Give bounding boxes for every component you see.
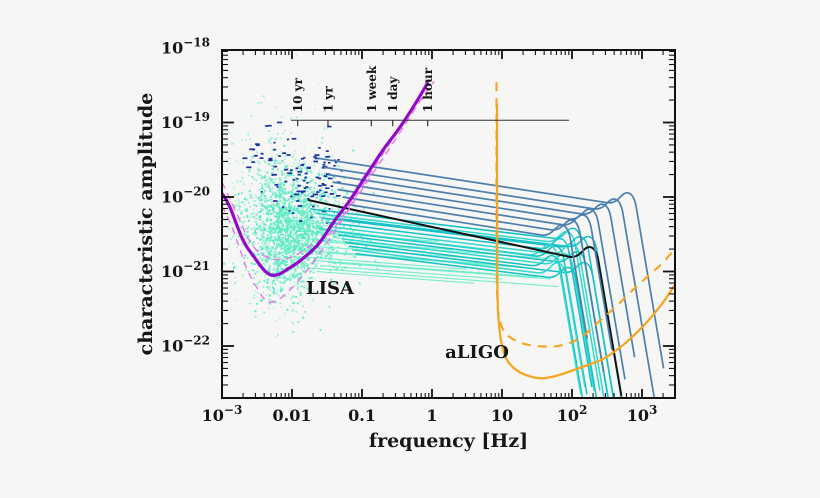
x-tick-label: 0.1 — [348, 406, 376, 425]
x-tick-label: 10 — [491, 406, 513, 425]
x-axis-title: frequency [Hz] — [369, 430, 528, 452]
inspiral-track-teal — [338, 217, 623, 398]
mint-streak — [312, 259, 538, 278]
aligo-label: aLIGO — [445, 342, 509, 363]
inspiral-track-teal — [352, 249, 586, 388]
inspiral-track-teal — [355, 252, 598, 398]
time-axis-label: 1 hour — [421, 67, 435, 112]
mint-streak — [291, 229, 440, 243]
time-axis-label: 1 week — [365, 65, 379, 112]
scatter-cloud-navy — [242, 121, 297, 176]
inspiral-track-teal — [315, 212, 601, 391]
inspiral-track-teal — [341, 237, 595, 391]
inspiral-track-blue — [328, 173, 636, 358]
time-axis-label: 1 day — [386, 76, 400, 113]
plot-area — [223, 54, 675, 398]
mint-streak — [309, 250, 517, 267]
x-tick-label: 0.01 — [273, 406, 312, 425]
inspiral-track-blue — [347, 203, 589, 339]
plot-frame — [221, 49, 676, 399]
mint-streak — [319, 264, 503, 280]
lisa-solid-curve — [223, 81, 430, 277]
y-axis-title: characteristic amplitude — [135, 93, 157, 356]
mint-streak — [330, 262, 552, 280]
lisa-dashed-curve-lower — [223, 81, 435, 303]
inspiral-track-teal — [325, 221, 593, 388]
time-axis-label: 1 yr — [321, 86, 335, 113]
time-axis-label: 10 yr — [291, 77, 305, 112]
mint-streak — [298, 256, 468, 270]
inspiral-track-teal — [345, 241, 584, 398]
mint-streak — [316, 270, 475, 284]
aligo-dashed-curve — [495, 82, 675, 348]
inspiral-track-teal — [348, 245, 615, 398]
inspiral-track-black — [307, 199, 623, 396]
inspiral-track-blue — [317, 157, 665, 369]
lisa-label: LISA — [306, 278, 355, 299]
lisa-dashed-curve-upper — [223, 75, 432, 261]
x-tick-label: 1 — [426, 406, 437, 425]
axis-ticks — [222, 50, 675, 398]
mint-streak — [305, 267, 559, 288]
inspiral-track-blue — [337, 188, 613, 350]
inspiral-track-blue — [342, 196, 605, 373]
inspiral-track-blue — [323, 166, 656, 398]
aligo-solid-curve — [495, 103, 675, 380]
